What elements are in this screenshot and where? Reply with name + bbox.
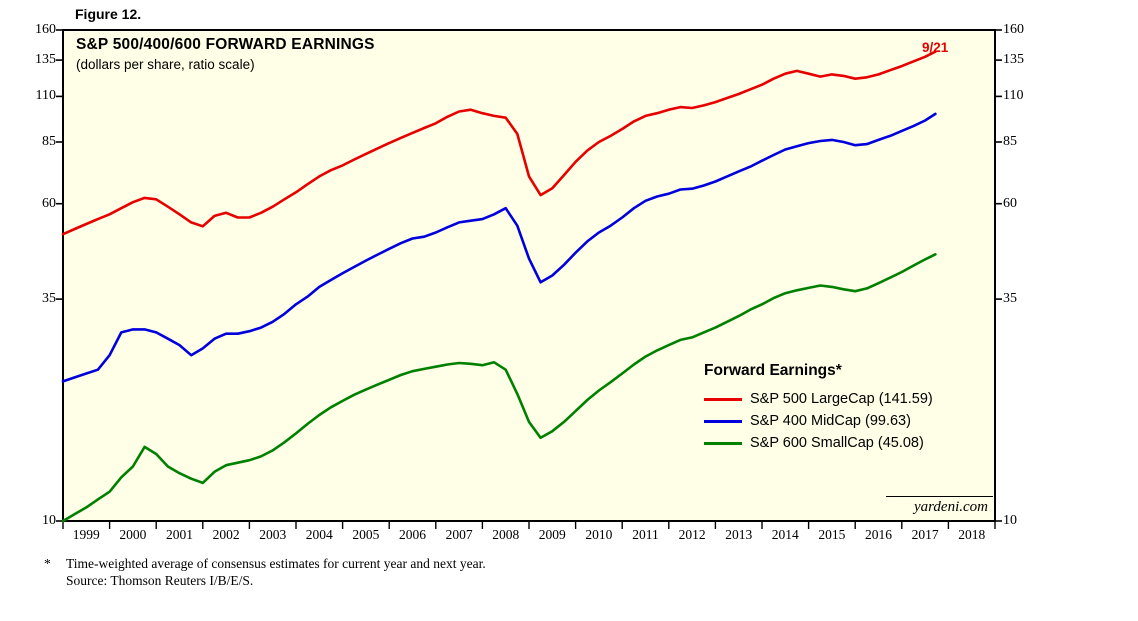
- x-axis-label: 2013: [725, 527, 753, 542]
- y-axis-label-left: 160: [35, 22, 56, 37]
- y-axis-label-left: 10: [42, 513, 56, 528]
- x-axis-label: 2011: [632, 527, 659, 542]
- y-axis-label-left: 110: [35, 88, 56, 104]
- y-axis-label-right: 160: [1003, 22, 1024, 37]
- chart-subtitle: (dollars per share, ratio scale): [76, 57, 255, 72]
- watermark-text: yardeni.com: [913, 499, 988, 515]
- legend-label: S&P 400 MidCap (99.63): [750, 413, 911, 429]
- footnote-source: Source: Thomson Reuters I/B/E/S.: [66, 573, 254, 588]
- y-axis-label-right: 135: [1003, 52, 1024, 68]
- latest-date-annotation: 9/21: [922, 40, 949, 55]
- legend-title: Forward Earnings*: [704, 362, 842, 379]
- x-axis-label: 2010: [585, 527, 613, 542]
- legend-line-swatch: [704, 397, 742, 401]
- y-axis-label-left: 60: [42, 195, 56, 211]
- x-axis-label: 2014: [771, 527, 799, 542]
- x-axis-label: 1999: [72, 527, 100, 542]
- plot-area: [62, 29, 996, 522]
- legend-row: S&P 400 MidCap (99.63): [698, 410, 933, 432]
- chart-title: S&P 500/400/600 FORWARD EARNINGS: [76, 36, 375, 53]
- y-axis-label-right: 35: [1003, 291, 1017, 307]
- legend-rows: S&P 500 LargeCap (141.59) S&P 400 MidCap …: [698, 388, 933, 454]
- x-axis-label: 2003: [259, 527, 287, 542]
- x-axis-label: 2015: [818, 527, 846, 542]
- footnote-text: Time-weighted average of consensus estim…: [66, 556, 486, 571]
- y-axis-label-left: 35: [42, 291, 56, 307]
- y-axis-label-left: 135: [35, 52, 56, 68]
- y-axis-label-left: 85: [42, 134, 56, 149]
- footnote-marker: *: [44, 556, 51, 571]
- series-line-s-p-500-largecap: [61, 50, 937, 236]
- x-axis-label: 2012: [678, 527, 706, 542]
- x-axis-label: 2008: [492, 527, 520, 542]
- x-axis-label: 2016: [865, 527, 892, 542]
- x-axis-label: 2018: [958, 527, 986, 542]
- x-axis-label: 2007: [445, 527, 473, 542]
- x-axis-label: 2001: [166, 527, 193, 542]
- legend-row: S&P 600 SmallCap (45.08): [698, 432, 933, 454]
- legend-row: S&P 500 LargeCap (141.59): [698, 388, 933, 410]
- x-axis-label: 2009: [538, 527, 566, 542]
- figure-label: Figure 12.: [75, 6, 142, 22]
- chart-legend: Forward Earnings* S&P 500 LargeCap (141.…: [698, 362, 933, 454]
- x-axis-label: 2000: [119, 527, 147, 542]
- legend-line-swatch: [704, 441, 742, 445]
- x-axis-label: 2004: [305, 527, 333, 542]
- x-axis-label: 2005: [352, 527, 380, 542]
- x-axis-label: 2002: [212, 527, 240, 542]
- series-line-s-p-400-midcap: [61, 112, 937, 383]
- legend-line-swatch: [704, 419, 742, 423]
- y-axis-label-right: 110: [1003, 88, 1024, 104]
- x-axis-label: 2006: [399, 527, 426, 542]
- x-axis-label: 2017: [911, 527, 939, 542]
- series-line-s-p-600-smallcap: [61, 253, 937, 523]
- y-axis-label-right: 60: [1003, 195, 1017, 211]
- y-axis-label-right: 85: [1003, 134, 1017, 149]
- y-axis-label-right: 10: [1003, 513, 1017, 528]
- legend-label: S&P 500 LargeCap (141.59): [750, 391, 933, 407]
- legend-label: S&P 600 SmallCap (45.08): [750, 435, 924, 451]
